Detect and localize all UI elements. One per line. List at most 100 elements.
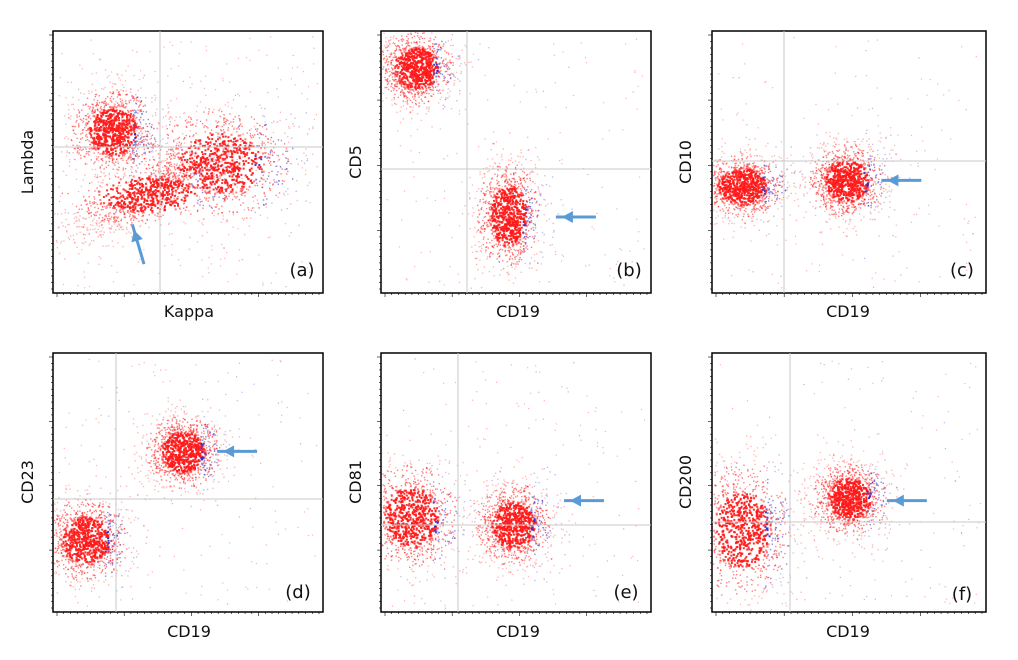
data-point [135, 117, 137, 119]
data-point [146, 130, 149, 133]
data-point [76, 220, 78, 222]
data-point [414, 46, 417, 49]
data-point [186, 176, 188, 179]
data-point [464, 62, 466, 64]
data-point [67, 212, 69, 214]
data-point [223, 194, 226, 196]
data-point [176, 98, 178, 100]
data-point [246, 217, 248, 219]
data-point [163, 206, 166, 209]
data-point [233, 178, 235, 181]
data-point [252, 200, 255, 202]
data-point [391, 69, 394, 71]
data-point [165, 125, 167, 127]
data-point [143, 140, 145, 143]
data-point [104, 69, 107, 71]
data-point [402, 105, 405, 107]
data-point [84, 200, 86, 202]
data-point [119, 152, 122, 154]
data-point [386, 61, 388, 63]
data-point [155, 140, 157, 143]
data-point [241, 139, 244, 142]
data-point [96, 211, 99, 213]
data-point [122, 143, 124, 146]
data-point [60, 242, 62, 244]
data-point [151, 149, 153, 152]
data-point [123, 152, 126, 155]
data-point [146, 139, 148, 141]
data-point [116, 190, 119, 193]
data-point [115, 187, 118, 190]
data-point [134, 124, 137, 127]
data-point [196, 202, 199, 204]
data-point [231, 189, 234, 192]
data-point [389, 43, 391, 45]
data-point [62, 225, 64, 227]
data-point [504, 173, 507, 175]
data-point [124, 80, 127, 82]
data-point [385, 55, 388, 57]
data-point [224, 181, 227, 184]
data-point [124, 129, 127, 131]
data-point [105, 214, 107, 216]
data-point [508, 279, 510, 281]
data-point [134, 154, 136, 156]
data-point [213, 160, 215, 163]
data-point [260, 133, 262, 135]
data-point [439, 98, 441, 101]
data-point [236, 181, 239, 184]
data-point [84, 155, 86, 158]
data-point [209, 182, 212, 185]
data-point [233, 128, 235, 130]
data-point [131, 120, 134, 123]
data-point [291, 163, 293, 165]
data-point [147, 178, 150, 181]
data-point [130, 224, 132, 226]
data-point [518, 203, 521, 206]
data-point [109, 231, 111, 233]
data-point [121, 105, 123, 107]
data-point [94, 127, 97, 130]
data-point [165, 153, 168, 155]
data-point [96, 105, 98, 107]
data-point [431, 126, 433, 128]
data-point [82, 179, 84, 181]
data-point [182, 200, 185, 202]
data-point [208, 111, 210, 113]
data-point [118, 119, 121, 122]
data-point [199, 174, 201, 176]
data-point [108, 113, 111, 116]
data-point [170, 196, 172, 199]
data-point [548, 281, 550, 283]
data-point [98, 256, 100, 258]
data-point [135, 171, 138, 173]
data-point [109, 119, 112, 122]
data-point [217, 213, 219, 215]
data-point [444, 50, 446, 52]
data-point [145, 97, 147, 99]
data-point [93, 162, 95, 165]
data-point [173, 204, 176, 207]
data-point [450, 108, 453, 110]
data-point [191, 152, 194, 154]
data-point [298, 224, 300, 227]
data-point [449, 90, 451, 93]
data-point [306, 158, 309, 160]
data-point [252, 160, 255, 163]
data-point [144, 222, 147, 225]
data-point [239, 120, 241, 122]
data-point [201, 200, 203, 203]
data-point [134, 145, 137, 147]
data-point [237, 126, 239, 129]
data-point [61, 222, 63, 224]
data-point [263, 204, 265, 206]
data-point [99, 185, 101, 187]
data-point [453, 75, 455, 77]
data-point [428, 79, 431, 82]
data-point [210, 153, 213, 156]
data-point [265, 135, 267, 137]
data-point [399, 94, 402, 96]
data-point [279, 111, 282, 114]
data-point [210, 164, 212, 167]
data-point [64, 208, 66, 211]
